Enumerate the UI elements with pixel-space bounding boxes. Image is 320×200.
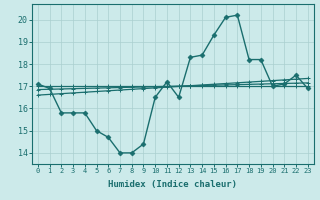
X-axis label: Humidex (Indice chaleur): Humidex (Indice chaleur) xyxy=(108,180,237,189)
